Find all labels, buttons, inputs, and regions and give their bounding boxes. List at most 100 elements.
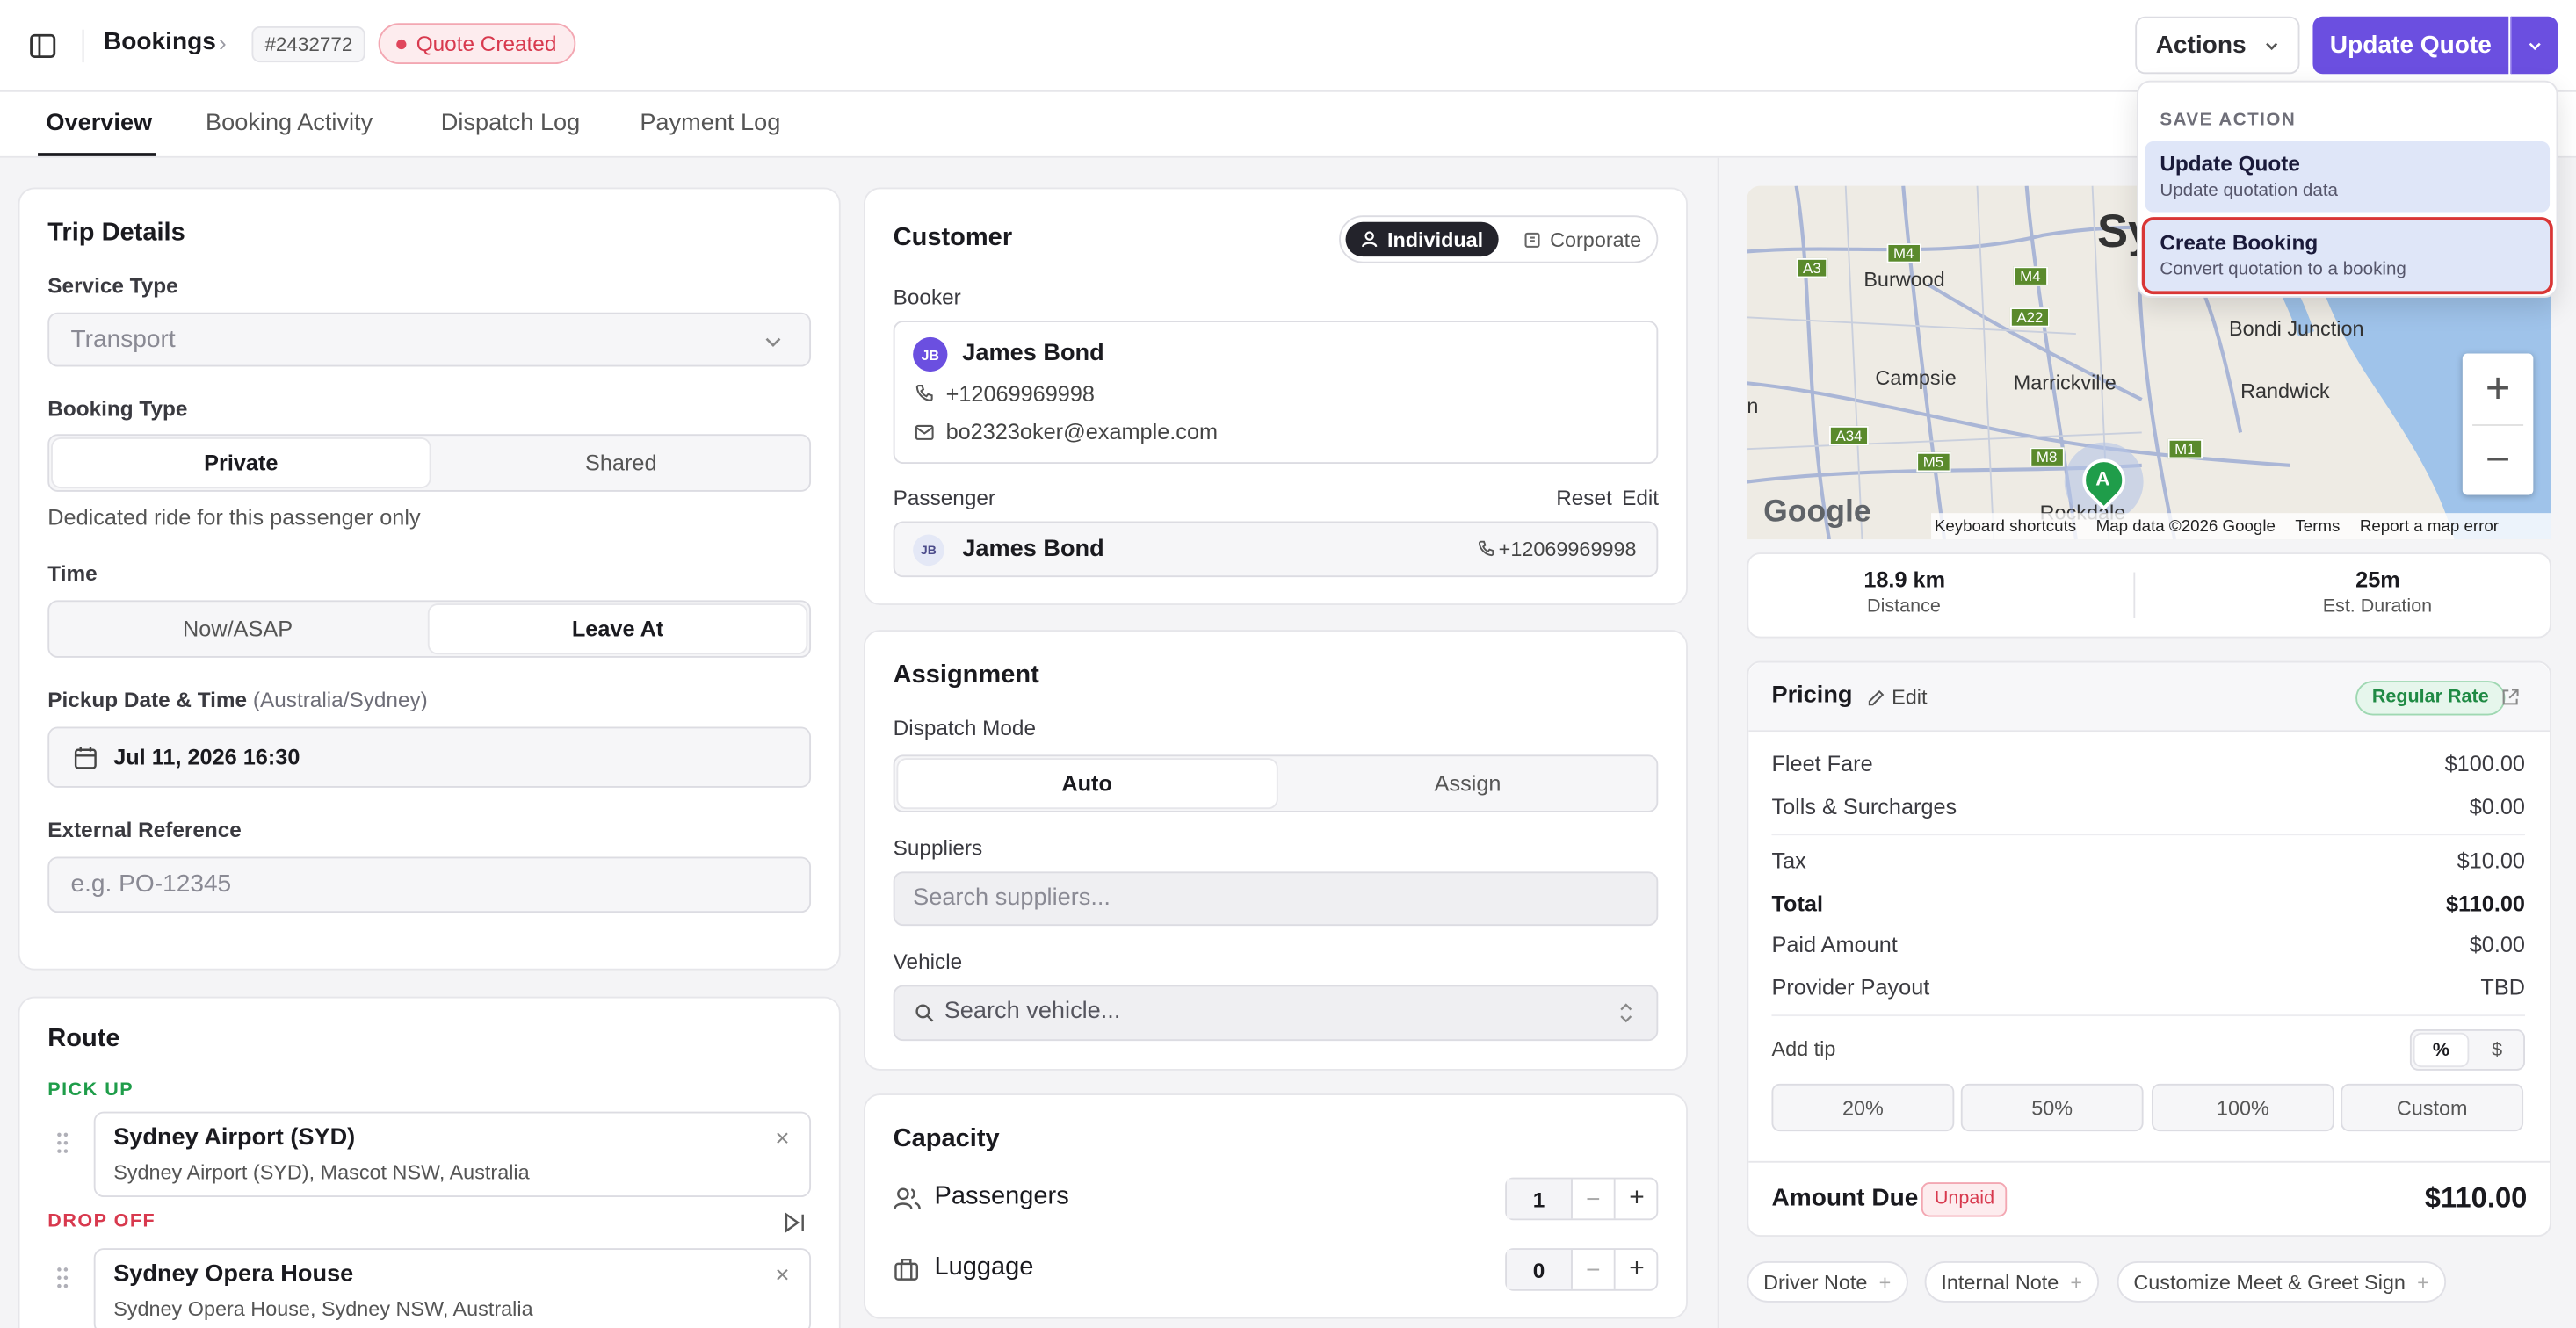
map-label-bondi-junction: Bondi Junction [2228,317,2364,341]
sidebar-toggle-icon[interactable] [26,30,59,62]
price-label: Paid Amount [1771,932,1898,957]
booker-email: bo2323oker@example.com [945,419,1219,444]
building-icon [1523,230,1542,249]
booker-card[interactable]: JB James Bond +12069969998 bo2323oker@ex… [893,321,1659,464]
external-link-icon[interactable] [2500,688,2520,707]
internal-note-chip[interactable]: Internal Note + [1924,1261,2099,1303]
actions-button[interactable]: Actions [2135,16,2300,75]
route-map[interactable]: Sy Burwood Bondi Junction Campsie Marric… [1747,185,2551,540]
map-zoom-controls: + − [2462,353,2534,495]
distance-label: Distance [1867,596,1941,617]
tip-option-100[interactable]: 100% [2151,1083,2334,1132]
avatar: JB [913,534,944,567]
price-label: Total [1771,891,1823,916]
road-shield: M1 [2167,438,2203,459]
drag-handle-icon[interactable] [54,1267,71,1289]
pickup-datetime-label: Pickup Date & Time (Australia/Sydney) [47,688,427,712]
external-reference-input[interactable]: e.g. PO-12345 [47,856,812,913]
passenger-name: James Bond [962,536,1104,563]
tab-booking-activity[interactable]: Booking Activity [206,110,373,137]
luggage-stepper: 0 − + [1505,1248,1659,1291]
pricing-edit-link[interactable]: Edit [1892,685,1928,709]
tip-option-50[interactable]: 50% [1960,1083,2144,1132]
tip-mode-toggle: % $ [2409,1029,2525,1071]
vehicle-search-select[interactable]: Search vehicle... [893,985,1659,1042]
plus-icon[interactable]: + [1629,1254,1645,1283]
passengers-count[interactable]: 1 [1507,1179,1573,1219]
booking-type-shared[interactable]: Shared [585,451,657,476]
service-type-value: Transport [70,325,176,354]
minus-icon[interactable]: − [1573,1179,1616,1219]
tab-payment-log[interactable]: Payment Log [640,110,781,137]
booking-type-private[interactable]: Private [52,438,430,487]
price-label: Tolls & Surcharges [1771,794,1957,819]
time-now-asap[interactable]: Now/ASAP [183,617,293,642]
booker-label: Booker [893,284,961,309]
search-icon [915,1003,934,1022]
menu-item-title: Update Quote [2160,151,2300,177]
report-map-error-link[interactable]: Report a map error [2359,516,2500,536]
passenger-phone: +12069969998 [1498,538,1637,561]
time-leave-at[interactable]: Leave At [429,605,807,653]
tip-option-custom[interactable]: Custom [2341,1083,2524,1132]
luggage-count[interactable]: 0 [1507,1249,1573,1289]
amount-due-label: Amount Due [1771,1184,1919,1212]
pickup-location-field[interactable]: Sydney Airport (SYD) Sydney Airport (SYD… [93,1111,812,1198]
dispatch-mode-auto[interactable]: Auto [898,760,1276,808]
plus-icon[interactable]: + [1629,1184,1645,1212]
suppliers-search-input[interactable]: Search suppliers... [893,871,1659,927]
breadcrumb-bookings[interactable]: Bookings [103,27,216,56]
minus-icon[interactable]: − [1573,1249,1616,1289]
drag-handle-icon[interactable] [54,1131,71,1154]
top-bar: Bookings › #2432772 Quote Created Action… [0,0,2576,92]
update-quote-menu-button[interactable] [2510,16,2558,75]
pencil-icon[interactable] [1867,689,1885,707]
dispatch-mode-assign[interactable]: Assign [1434,771,1501,797]
divider [2133,572,2136,618]
pickup-location-address: Sydney Airport (SYD), Mascot NSW, Austra… [113,1160,530,1185]
duration-label: Est. Duration [2322,596,2433,617]
price-row-provider-payout: Provider Payout TBD [1771,975,2525,1000]
dropoff-label: DROP OFF [47,1211,156,1232]
trip-details-card [18,187,841,971]
service-type-select[interactable]: Transport [47,312,812,367]
passenger-reset-link[interactable]: Reset [1556,485,1612,510]
zoom-out-button[interactable]: − [2485,434,2511,484]
close-icon[interactable]: × [775,1124,790,1153]
chip-label: Driver Note [1763,1270,1868,1294]
zoom-in-button[interactable]: + [2485,363,2511,413]
map-marker-label: A [2095,466,2110,490]
dropdown-heading: SAVE ACTION [2160,110,2297,130]
map-label-marrickville: Marrickville [2013,372,2117,395]
tip-mode-percent[interactable]: % [2414,1034,2468,1066]
keyboard-shortcuts-link[interactable]: Keyboard shortcuts [1934,516,2077,536]
chip-label: Customize Meet & Greet Sign [2133,1270,2406,1294]
pickup-label: PICK UP [47,1080,134,1101]
terms-link[interactable]: Terms [2295,516,2341,536]
customer-type-corporate[interactable]: Corporate [1512,222,1653,256]
tab-overview[interactable]: Overview [46,110,153,137]
tab-dispatch-log[interactable]: Dispatch Log [440,110,581,137]
customer-type-individual[interactable]: Individual [1345,221,1499,257]
meet-greet-sign-chip[interactable]: Customize Meet & Greet Sign + [2117,1261,2446,1303]
pickup-datetime-input[interactable]: Jul 11, 2026 16:30 [47,726,812,788]
update-quote-button[interactable]: Update Quote [2312,16,2509,75]
customer-type-corporate-label: Corporate [1550,227,1642,251]
menu-item-update-quote[interactable]: Update Quote Update quotation data [2145,141,2551,213]
price-value: $10.00 [2457,848,2525,874]
tip-option-20[interactable]: 20% [1771,1083,1955,1132]
tip-mode-dollar[interactable]: $ [2492,1040,2503,1060]
booking-type-toggle: Private Shared [47,434,812,492]
driver-note-chip[interactable]: Driver Note + [1747,1261,1907,1303]
passenger-edit-link[interactable]: Edit [1622,485,1660,510]
map-label-randwick: Randwick [2240,379,2330,403]
skip-forward-icon[interactable] [783,1212,806,1233]
menu-item-create-booking[interactable]: Create Booking Convert quotation to a bo… [2141,217,2553,295]
price-value: $110.00 [2445,891,2525,916]
booker-name: James Bond [962,340,1104,367]
dropoff-location-field[interactable]: Sydney Opera House Sydney Opera House, S… [93,1248,812,1328]
plus-icon: + [2070,1270,2083,1294]
close-icon[interactable]: × [775,1261,790,1289]
capacity-title: Capacity [893,1124,1000,1153]
passenger-field[interactable]: JB James Bond +12069969998 [893,521,1659,578]
